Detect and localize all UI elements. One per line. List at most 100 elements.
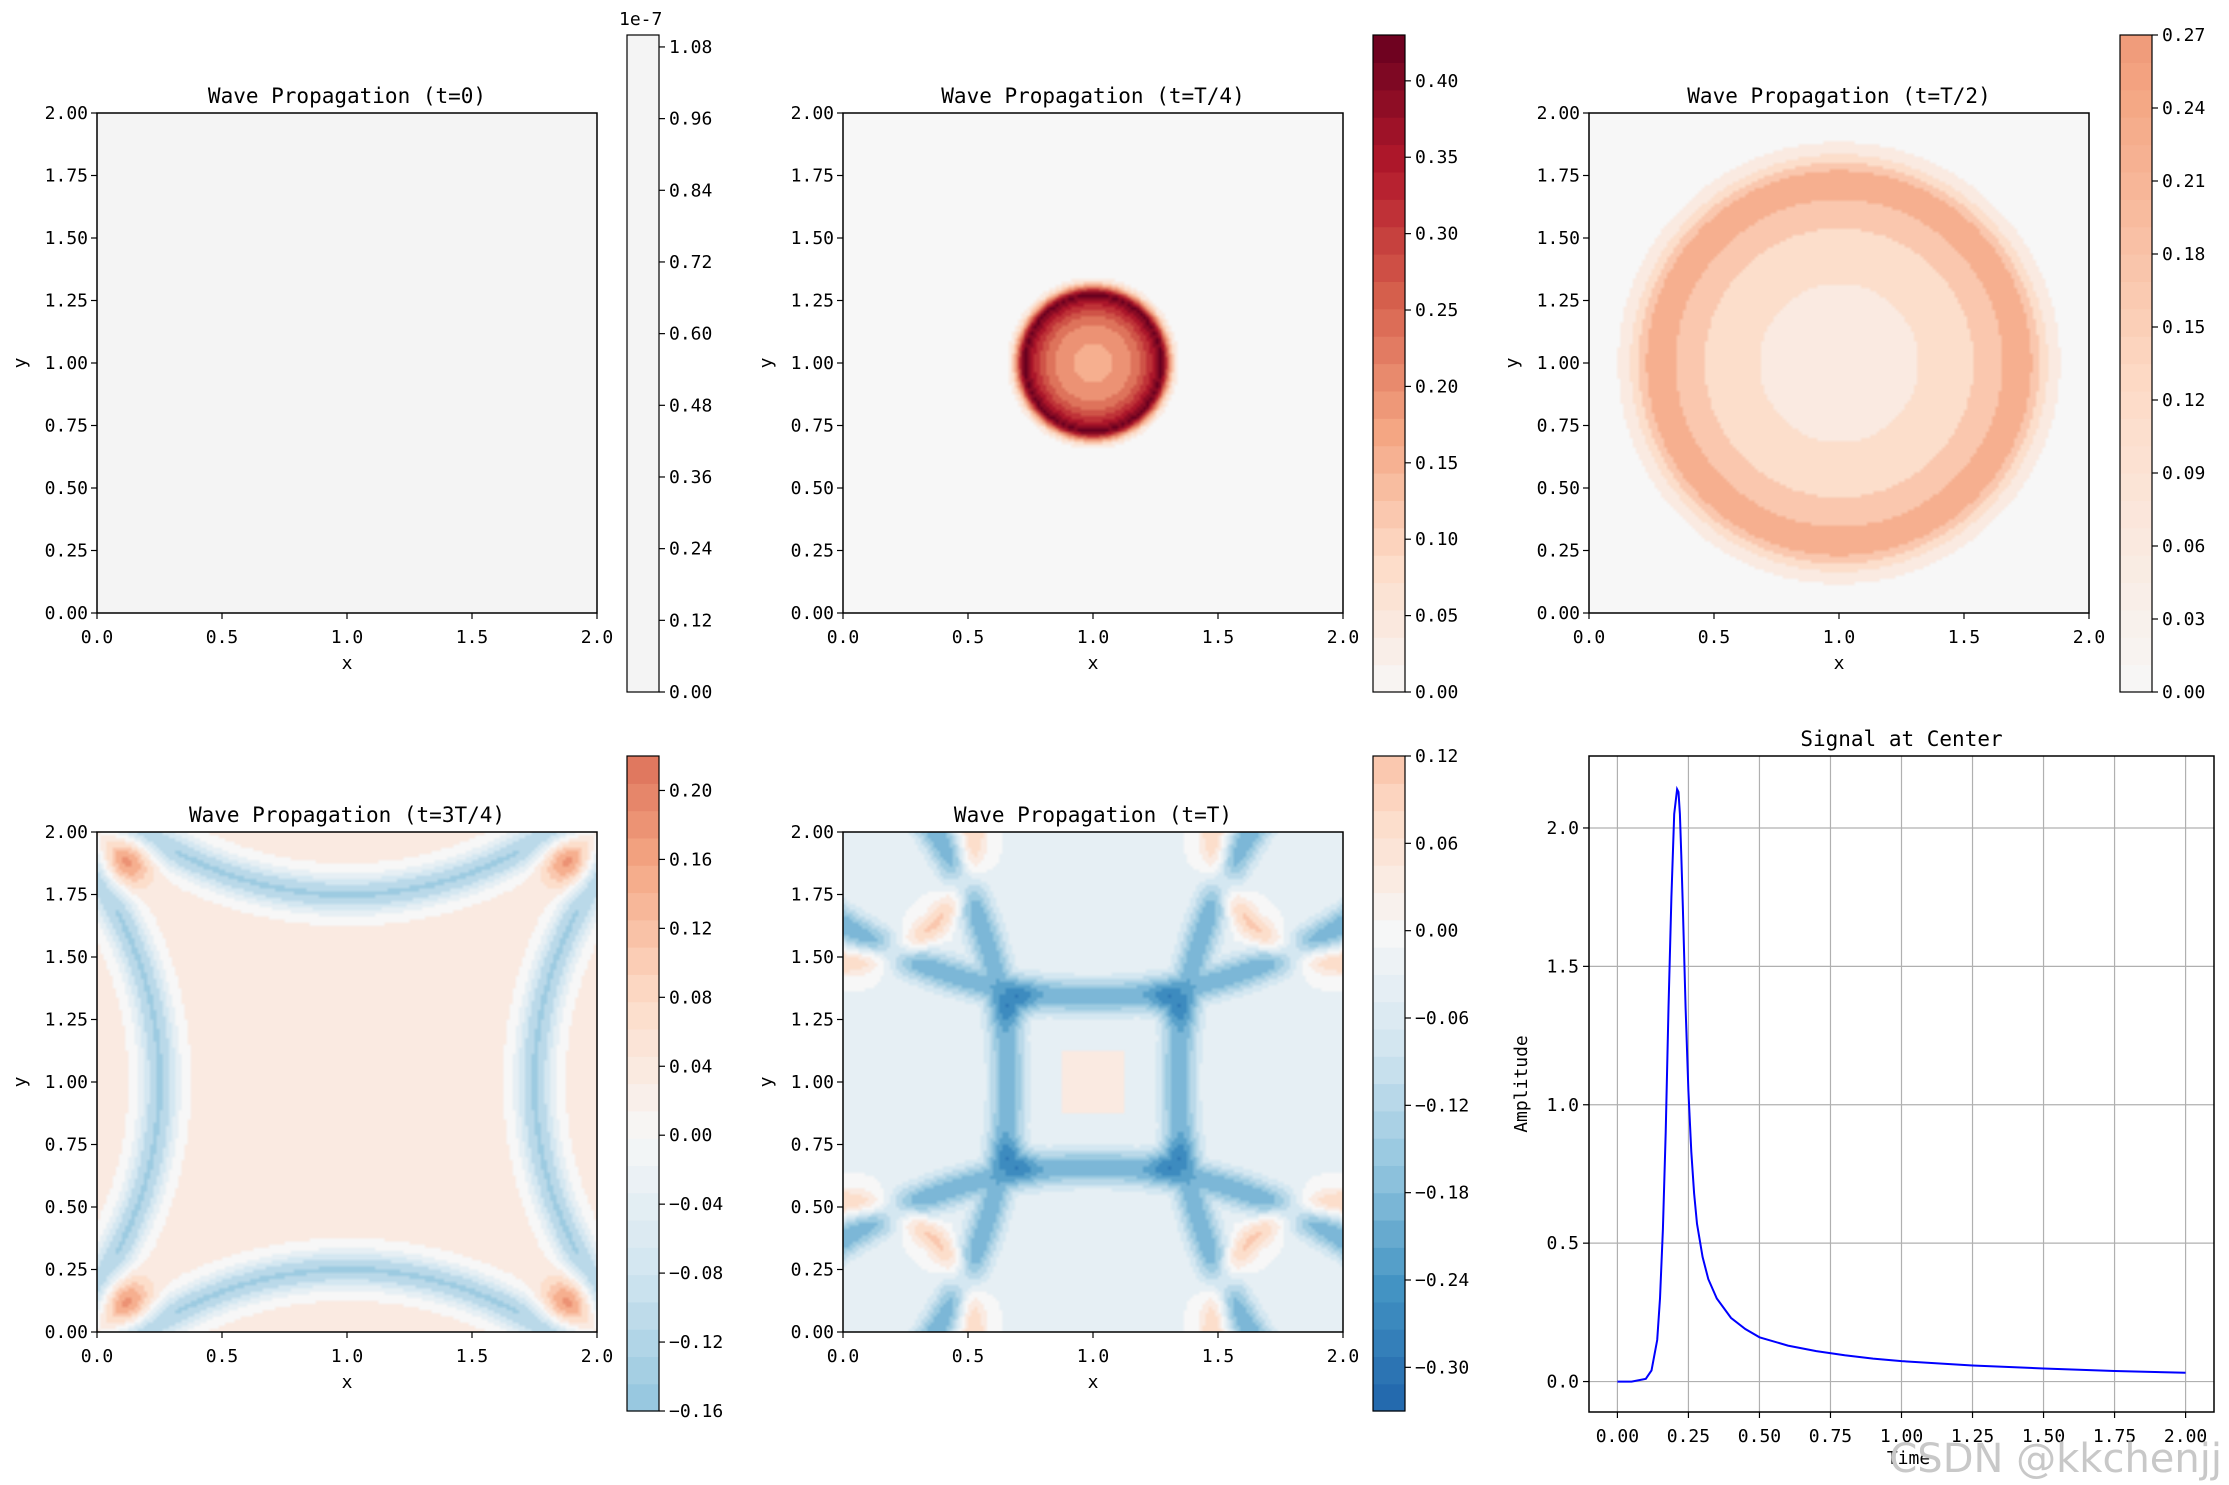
figure-content: Wave Propagation (t=0) 0.0 0.5 1.0 1.5 2.0 x 0.… bbox=[10, 9, 2215, 1469]
colorbar-band bbox=[2120, 35, 2152, 63]
colorbar-band bbox=[1373, 919, 1405, 948]
x-tick-label: 1.0 bbox=[1077, 1346, 1110, 1367]
colorbar-band bbox=[1373, 837, 1405, 866]
colorbar-band bbox=[627, 947, 659, 975]
colorbar-band bbox=[627, 974, 659, 1003]
colorbar-band bbox=[627, 1247, 659, 1276]
colorbar-band bbox=[1373, 500, 1405, 529]
y-tick-label: 0.50 bbox=[791, 1197, 834, 1218]
x-tick-label: 0.0 bbox=[827, 627, 860, 648]
x-tick-label: 1.50 bbox=[2022, 1426, 2065, 1447]
y-tick-label: 1.50 bbox=[45, 947, 88, 968]
colorbar-band bbox=[627, 783, 659, 812]
colorbar-tick-label: −0.18 bbox=[1415, 1183, 1469, 1204]
colorbar-band bbox=[627, 1028, 659, 1057]
y-tick-label: 0.25 bbox=[1537, 541, 1580, 562]
y-tick-label: 2.0 bbox=[1546, 818, 1579, 839]
colorbar-tick-label: 0.00 bbox=[2162, 682, 2205, 703]
y-tick-label: 0.75 bbox=[791, 1135, 834, 1156]
x-tick-label: 2.0 bbox=[1327, 627, 1360, 648]
colorbar-band bbox=[627, 418, 659, 447]
colorbar-tick-label: −0.30 bbox=[1415, 1357, 1469, 1378]
colorbar-band bbox=[2120, 199, 2152, 228]
y-tick-label: 1.75 bbox=[1537, 166, 1580, 187]
y-tick-label: 1.75 bbox=[45, 166, 88, 187]
colorbar-band bbox=[1373, 308, 1405, 337]
colorbar-tick-label: −0.12 bbox=[669, 1332, 723, 1353]
colorbar-band bbox=[2120, 500, 2152, 529]
colorbar-band bbox=[1373, 473, 1405, 501]
colorbar-tick-label: 0.10 bbox=[1415, 529, 1458, 550]
x-tick-label: 1.0 bbox=[1823, 627, 1856, 648]
colorbar-band bbox=[627, 89, 659, 118]
y-tick-label: 1.5 bbox=[1546, 956, 1579, 977]
colorbar-band bbox=[627, 445, 659, 474]
colorbar-band bbox=[627, 664, 659, 693]
colorbar-band bbox=[1373, 1247, 1405, 1276]
colorbar-band bbox=[627, 1138, 659, 1166]
colorbar-band bbox=[627, 555, 659, 584]
colorbar-tick-label: −0.16 bbox=[669, 1401, 723, 1422]
colorbar-band bbox=[2120, 89, 2152, 118]
colorbar: 0.00 0.05 0.10 0.15 0.20 0.25 0.30 0.35 0.40 bbox=[1372, 34, 1458, 703]
colorbar-band bbox=[627, 582, 659, 611]
colorbar-band bbox=[627, 1219, 659, 1248]
colorbar-band bbox=[1373, 199, 1405, 228]
colorbar-band bbox=[627, 1383, 659, 1412]
watermark: CSDN @kkchenjj bbox=[1889, 1436, 2222, 1482]
x-tick-label: 1.0 bbox=[1077, 627, 1110, 648]
colorbar-band bbox=[1373, 336, 1405, 365]
colorbar-tick-label: 0.00 bbox=[669, 682, 712, 703]
y-tick-label: 2.00 bbox=[1537, 103, 1580, 124]
y-tick-label: 2.00 bbox=[45, 822, 88, 843]
x-axis-label: x bbox=[1088, 1372, 1099, 1393]
colorbar-band bbox=[627, 500, 659, 529]
y-tick-label: 0.00 bbox=[1537, 603, 1580, 624]
colorbar-tick-label: 0.08 bbox=[669, 987, 712, 1008]
colorbar-band bbox=[2120, 664, 2152, 693]
colorbar-band bbox=[2120, 473, 2152, 501]
y-tick-label: 1.50 bbox=[45, 228, 88, 249]
colorbar-band bbox=[1373, 1110, 1405, 1139]
colorbar-band bbox=[1373, 89, 1405, 118]
x-tick-label: 1.25 bbox=[1951, 1426, 1994, 1447]
colorbar-band bbox=[627, 1192, 659, 1221]
colorbar-tick-label: 0.00 bbox=[669, 1125, 712, 1146]
colorbar-tick-label: 0.18 bbox=[2162, 244, 2205, 265]
colorbar-tick-label: 0.05 bbox=[1415, 606, 1458, 627]
x-tick-label: 1.75 bbox=[2093, 1426, 2136, 1447]
colorbar-band bbox=[2120, 254, 2152, 282]
y-tick-label: 1.00 bbox=[45, 1072, 88, 1093]
colorbar-band bbox=[2120, 555, 2152, 584]
colorbar-tick-label: −0.06 bbox=[1415, 1008, 1469, 1029]
y-tick-label: 0.00 bbox=[45, 1322, 88, 1343]
colorbar-band bbox=[1373, 390, 1405, 419]
colorbar-band bbox=[1373, 1165, 1405, 1194]
y-axis-label: y bbox=[756, 1076, 777, 1087]
colorbar-band bbox=[1373, 1192, 1405, 1221]
y-tick-label: 0.00 bbox=[45, 603, 88, 624]
colorbar-tick-label: 0.06 bbox=[2162, 536, 2205, 557]
y-tick-label: 0.0 bbox=[1546, 1372, 1579, 1393]
colorbar-band bbox=[627, 144, 659, 173]
colorbar-tick-label: 0.12 bbox=[2162, 390, 2205, 411]
y-tick-label: 0.00 bbox=[791, 1322, 834, 1343]
y-tick-label: 1.00 bbox=[791, 353, 834, 374]
colorbar-frame bbox=[2119, 34, 2153, 693]
x-tick-label: 0.0 bbox=[81, 1346, 114, 1367]
colorbar-tick-label: 0.12 bbox=[669, 610, 712, 631]
colorbar-frame bbox=[626, 755, 660, 1412]
y-tick-label: 1.25 bbox=[791, 1010, 834, 1031]
x-tick-label: 0.00 bbox=[1596, 1426, 1639, 1447]
colorbar-band bbox=[1373, 664, 1405, 693]
y-tick-label: 1.50 bbox=[791, 947, 834, 968]
x-tick-label: 2.00 bbox=[2164, 1426, 2207, 1447]
colorbar-band bbox=[627, 1083, 659, 1112]
colorbar-band bbox=[1373, 756, 1405, 784]
x-tick-label: 1.5 bbox=[456, 1346, 489, 1367]
heatmap-panel-p4: Wave Propagation (t=T) 0.0 0.5 1.0 1.5 2.0 x 0.… bbox=[756, 746, 1469, 1412]
x-tick-label: 0.75 bbox=[1809, 1426, 1852, 1447]
colorbar-band bbox=[1373, 171, 1405, 200]
heatmap-image bbox=[1589, 113, 2089, 613]
y-tick-label: 1.75 bbox=[791, 166, 834, 187]
